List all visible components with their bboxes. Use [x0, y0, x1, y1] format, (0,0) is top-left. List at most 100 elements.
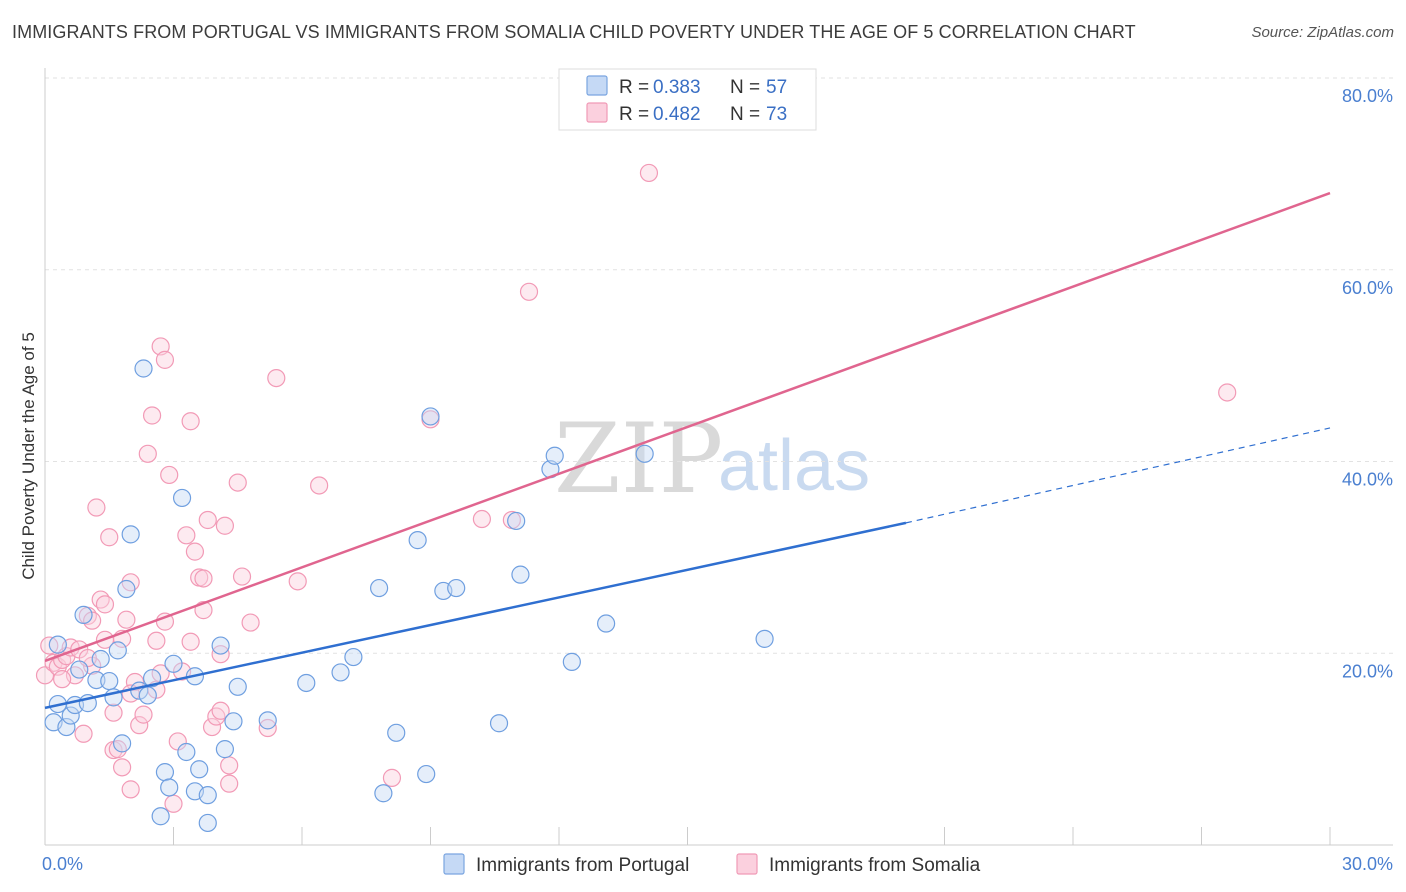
portugal-point-6 — [74, 605, 93, 625]
bottom-legend-swatch-somalia — [736, 853, 758, 875]
y-tick-label-40: 40.0% — [1342, 470, 1393, 490]
portugal-point-19 — [142, 669, 162, 688]
portugal-point-14 — [117, 579, 136, 599]
somalia-point-49 — [202, 717, 222, 737]
portugal-point-41 — [387, 723, 406, 742]
somalia-point-18 — [104, 703, 123, 722]
somalia-point-48 — [198, 510, 217, 530]
somalia-point-64 — [472, 509, 491, 529]
somalia-point-17 — [100, 528, 119, 547]
legend-somalia-n-value: 73 — [766, 104, 787, 125]
portugal-point-22 — [160, 778, 179, 797]
portugal-point-13 — [112, 734, 132, 753]
legend-portugal-r-value: 0.383 — [653, 77, 701, 98]
legend-somalia-r-label: R = — [619, 104, 649, 125]
portugal-point-8 — [87, 670, 106, 690]
somalia-point-43 — [181, 412, 200, 431]
legend-somalia-r-value: 0.482 — [653, 104, 701, 125]
somalia-point-42 — [181, 632, 200, 651]
somalia-point-69 — [53, 670, 72, 689]
portugal-point-24 — [172, 488, 192, 508]
somalia-point-29 — [138, 444, 157, 463]
trendline-somalia — [44, 191, 1331, 663]
portugal-point-50 — [545, 446, 564, 465]
somalia-point-61 — [310, 476, 329, 495]
somalia-point-41 — [177, 526, 196, 545]
portugal-point-37 — [331, 663, 350, 682]
gridlines — [45, 77, 1393, 654]
somalia-point-9 — [74, 724, 93, 743]
somalia-point-22 — [112, 758, 132, 777]
somalia-point-59 — [267, 368, 286, 388]
somalia-point-66 — [519, 282, 539, 301]
legend-portugal-n-label: N = — [730, 77, 760, 98]
portugal-point-32 — [215, 740, 234, 759]
portugal-point-38 — [344, 647, 363, 667]
portugal-point-30 — [198, 813, 217, 833]
bottom-legend-label-somalia: Immigrants from Somalia — [769, 855, 981, 876]
chart-source: Source: ZipAtlas.com — [1251, 24, 1394, 41]
somalia-point-34 — [151, 337, 170, 356]
somalia-point-0 — [35, 666, 55, 685]
somalia-point-27 — [130, 716, 149, 735]
series-portugal-points — [44, 359, 774, 833]
portugal-point-48 — [511, 565, 530, 584]
portugal-point-51 — [562, 652, 581, 671]
bottom-legend-swatch-portugal — [443, 853, 465, 875]
portugal-point-47 — [507, 511, 526, 531]
portugal-point-45 — [447, 578, 466, 598]
x-tick-label-30: 30.0% — [1342, 854, 1393, 874]
somalia-point-28 — [134, 705, 153, 724]
somalia-point-16 — [95, 595, 115, 614]
somalia-point-72 — [211, 701, 230, 720]
legend-swatch-somalia — [586, 102, 608, 123]
portugal-point-9 — [91, 649, 110, 669]
portugal-point-28 — [190, 760, 209, 779]
legend-portugal-n-value: 57 — [766, 77, 787, 98]
somalia-point-67 — [639, 163, 659, 183]
portugal-point-54 — [755, 629, 774, 648]
somalia-point-23 — [117, 610, 136, 629]
portugal-point-12 — [108, 641, 127, 660]
trendlines — [44, 191, 1331, 710]
portugal-point-31 — [211, 636, 230, 655]
portugal-point-23 — [164, 654, 183, 673]
portugal-point-52 — [597, 614, 616, 633]
portugal-point-56 — [48, 635, 67, 654]
portugal-point-25 — [177, 742, 196, 762]
portugal-point-43 — [417, 764, 436, 784]
somalia-point-26 — [125, 672, 145, 692]
portugal-point-33 — [224, 712, 243, 731]
somalia-point-44 — [185, 542, 205, 561]
portugal-point-17 — [134, 359, 153, 378]
somalia-point-56 — [232, 567, 252, 586]
chart-title: IMMIGRANTS FROM PORTUGAL VS IMMIGRANTS F… — [12, 22, 1136, 42]
somalia-point-62 — [382, 768, 402, 787]
somalia-point-47 — [194, 569, 213, 588]
y-tick-label-20: 20.0% — [1342, 661, 1393, 681]
somalia-point-53 — [220, 756, 239, 775]
portugal-point-39 — [370, 578, 389, 598]
somalia-point-32 — [147, 631, 166, 650]
somalia-point-68 — [1218, 383, 1237, 402]
bottom-legend-label-portugal: Immigrants from Portugal — [476, 855, 689, 876]
legend-portugal-r-label: R = — [619, 77, 649, 98]
somalia-point-37 — [160, 465, 179, 485]
y-tick-label-80: 80.0% — [1342, 86, 1393, 106]
trendline-portugal — [44, 521, 907, 710]
portugal-point-3 — [61, 706, 80, 725]
somalia-point-13 — [87, 498, 106, 517]
bottom-legend: Immigrants from Portugal Immigrants from… — [443, 853, 981, 876]
somalia-point-36 — [155, 350, 175, 369]
portugal-point-10 — [100, 671, 119, 691]
somalia-point-58 — [258, 718, 277, 738]
somalia-point-52 — [215, 516, 234, 535]
trendline-portugal-extension — [905, 427, 1331, 524]
portugal-point-34 — [228, 677, 247, 696]
x-ticks — [173, 827, 1331, 845]
axes — [44, 68, 1393, 846]
watermark-atlas: atlas — [718, 426, 870, 506]
y-tick-label-60: 60.0% — [1342, 278, 1393, 298]
y-tick-labels: 20.0% 40.0% 60.0% 80.0% — [1342, 86, 1393, 681]
